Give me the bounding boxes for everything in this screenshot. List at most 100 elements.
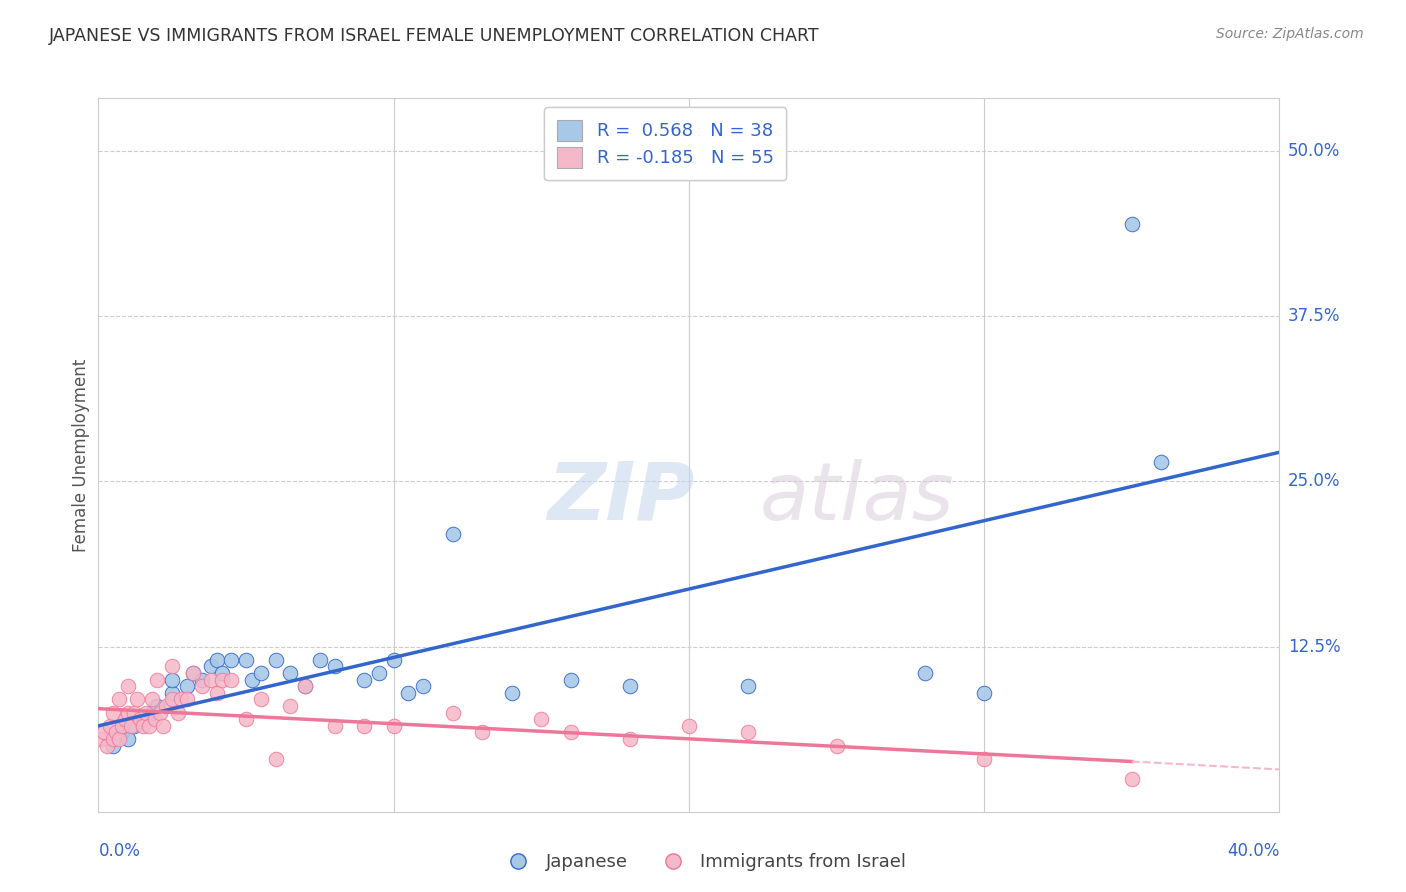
- Point: [278, 698, 302, 713]
- Text: 37.5%: 37.5%: [1288, 307, 1340, 326]
- Point: [560, 673, 582, 687]
- Point: [120, 719, 142, 733]
- Point: [1121, 217, 1143, 231]
- Point: [141, 692, 163, 706]
- Point: [141, 706, 163, 720]
- Point: [211, 665, 233, 680]
- Text: Source: ZipAtlas.com: Source: ZipAtlas.com: [1216, 27, 1364, 41]
- Point: [619, 679, 641, 693]
- Point: [200, 673, 222, 687]
- Legend: Japanese, Immigrants from Israel: Japanese, Immigrants from Israel: [494, 847, 912, 879]
- Point: [103, 706, 125, 720]
- Point: [264, 752, 287, 766]
- Point: [96, 739, 118, 753]
- Point: [294, 679, 316, 693]
- Point: [176, 692, 198, 706]
- Point: [146, 673, 169, 687]
- Text: JAPANESE VS IMMIGRANTS FROM ISRAEL FEMALE UNEMPLOYMENT CORRELATION CHART: JAPANESE VS IMMIGRANTS FROM ISRAEL FEMAL…: [49, 27, 820, 45]
- Point: [98, 719, 121, 733]
- Point: [122, 706, 145, 720]
- Point: [205, 653, 228, 667]
- Y-axis label: Female Unemployment: Female Unemployment: [72, 359, 90, 551]
- Point: [176, 679, 198, 693]
- Point: [1121, 772, 1143, 786]
- Point: [122, 719, 145, 733]
- Point: [128, 712, 150, 726]
- Point: [501, 686, 523, 700]
- Point: [278, 665, 302, 680]
- Point: [353, 719, 375, 733]
- Point: [678, 719, 700, 733]
- Point: [191, 679, 214, 693]
- Point: [181, 665, 204, 680]
- Point: [368, 665, 391, 680]
- Point: [382, 653, 405, 667]
- Point: [619, 732, 641, 747]
- Point: [138, 719, 160, 733]
- Point: [382, 719, 405, 733]
- Point: [181, 665, 204, 680]
- Point: [132, 719, 155, 733]
- Point: [143, 712, 166, 726]
- Point: [162, 692, 183, 706]
- Text: atlas: atlas: [759, 458, 955, 537]
- Point: [108, 692, 131, 706]
- Point: [108, 732, 131, 747]
- Text: 0.0%: 0.0%: [98, 842, 141, 860]
- Point: [162, 673, 183, 687]
- Point: [737, 679, 759, 693]
- Text: 50.0%: 50.0%: [1288, 142, 1340, 160]
- Point: [471, 725, 494, 739]
- Point: [1150, 454, 1173, 468]
- Point: [155, 698, 177, 713]
- Point: [825, 739, 848, 753]
- Point: [219, 673, 242, 687]
- Point: [200, 659, 222, 673]
- Text: ZIP: ZIP: [547, 458, 695, 537]
- Point: [152, 719, 174, 733]
- Point: [162, 659, 183, 673]
- Text: 12.5%: 12.5%: [1288, 638, 1340, 656]
- Point: [162, 686, 183, 700]
- Point: [146, 698, 169, 713]
- Point: [103, 732, 125, 747]
- Point: [250, 665, 273, 680]
- Text: 40.0%: 40.0%: [1227, 842, 1279, 860]
- Point: [264, 653, 287, 667]
- Point: [235, 653, 257, 667]
- Point: [441, 527, 464, 541]
- Point: [93, 725, 115, 739]
- Point: [530, 712, 553, 726]
- Point: [323, 659, 346, 673]
- Point: [125, 692, 148, 706]
- Point: [211, 673, 233, 687]
- Point: [114, 712, 136, 726]
- Point: [240, 673, 263, 687]
- Point: [973, 686, 995, 700]
- Text: 25.0%: 25.0%: [1288, 473, 1340, 491]
- Point: [294, 679, 316, 693]
- Point: [90, 732, 112, 747]
- Point: [309, 653, 332, 667]
- Point: [560, 725, 582, 739]
- Legend: R =  0.568   N = 38, R = -0.185   N = 55: R = 0.568 N = 38, R = -0.185 N = 55: [544, 107, 786, 180]
- Point: [323, 719, 346, 733]
- Point: [111, 719, 134, 733]
- Point: [105, 725, 128, 739]
- Point: [117, 732, 139, 747]
- Point: [396, 686, 419, 700]
- Point: [135, 706, 157, 720]
- Point: [219, 653, 242, 667]
- Point: [353, 673, 375, 687]
- Point: [170, 692, 193, 706]
- Point: [167, 706, 190, 720]
- Point: [191, 673, 214, 687]
- Point: [111, 725, 134, 739]
- Point: [412, 679, 434, 693]
- Point: [441, 706, 464, 720]
- Point: [205, 686, 228, 700]
- Point: [737, 725, 759, 739]
- Point: [235, 712, 257, 726]
- Point: [103, 739, 125, 753]
- Point: [117, 679, 139, 693]
